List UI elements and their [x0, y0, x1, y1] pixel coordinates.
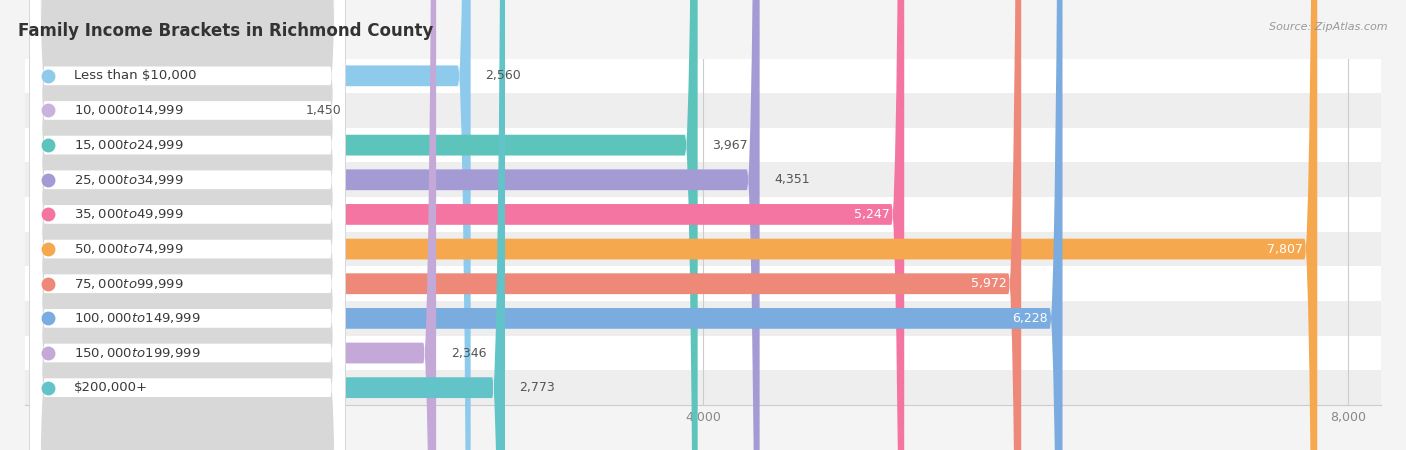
- FancyBboxPatch shape: [30, 0, 346, 450]
- Text: $15,000 to $24,999: $15,000 to $24,999: [73, 138, 183, 152]
- FancyBboxPatch shape: [30, 0, 346, 450]
- Text: 2,773: 2,773: [520, 381, 555, 394]
- FancyBboxPatch shape: [58, 0, 1317, 450]
- FancyBboxPatch shape: [30, 0, 344, 450]
- Text: 2,346: 2,346: [451, 346, 486, 360]
- Text: 2,560: 2,560: [485, 69, 520, 82]
- Bar: [25, 266, 1381, 301]
- FancyBboxPatch shape: [30, 0, 344, 450]
- Text: 5,972: 5,972: [972, 277, 1007, 290]
- FancyBboxPatch shape: [58, 0, 1063, 450]
- Text: 7,807: 7,807: [1267, 243, 1303, 256]
- Bar: [25, 301, 1381, 336]
- Text: Family Income Brackets in Richmond County: Family Income Brackets in Richmond Count…: [18, 22, 433, 40]
- FancyBboxPatch shape: [30, 0, 344, 450]
- FancyBboxPatch shape: [30, 0, 344, 450]
- FancyBboxPatch shape: [30, 0, 344, 450]
- FancyBboxPatch shape: [30, 0, 344, 450]
- FancyBboxPatch shape: [30, 0, 346, 450]
- Text: 4,351: 4,351: [775, 173, 810, 186]
- Bar: [25, 162, 1381, 197]
- FancyBboxPatch shape: [30, 0, 346, 450]
- FancyBboxPatch shape: [30, 0, 346, 450]
- Bar: [25, 232, 1381, 266]
- Text: $150,000 to $199,999: $150,000 to $199,999: [73, 346, 200, 360]
- FancyBboxPatch shape: [30, 0, 346, 450]
- Text: 3,967: 3,967: [713, 139, 748, 152]
- Bar: [25, 128, 1381, 162]
- FancyBboxPatch shape: [58, 0, 505, 450]
- FancyBboxPatch shape: [58, 0, 291, 450]
- FancyBboxPatch shape: [30, 0, 344, 450]
- Bar: [25, 58, 1381, 93]
- FancyBboxPatch shape: [58, 0, 904, 450]
- FancyBboxPatch shape: [30, 0, 344, 450]
- FancyBboxPatch shape: [58, 0, 759, 450]
- Text: $50,000 to $74,999: $50,000 to $74,999: [73, 242, 183, 256]
- FancyBboxPatch shape: [58, 0, 697, 450]
- FancyBboxPatch shape: [30, 0, 344, 450]
- Bar: [25, 93, 1381, 128]
- FancyBboxPatch shape: [58, 0, 471, 450]
- FancyBboxPatch shape: [30, 0, 344, 450]
- Text: $35,000 to $49,999: $35,000 to $49,999: [73, 207, 183, 221]
- Text: $10,000 to $14,999: $10,000 to $14,999: [73, 104, 183, 117]
- Text: Source: ZipAtlas.com: Source: ZipAtlas.com: [1270, 22, 1388, 32]
- Text: $200,000+: $200,000+: [73, 381, 148, 394]
- Text: $75,000 to $99,999: $75,000 to $99,999: [73, 277, 183, 291]
- Bar: [25, 370, 1381, 405]
- Text: Less than $10,000: Less than $10,000: [73, 69, 197, 82]
- Text: 6,228: 6,228: [1012, 312, 1047, 325]
- Bar: [25, 336, 1381, 370]
- Text: $100,000 to $149,999: $100,000 to $149,999: [73, 311, 200, 325]
- Text: $25,000 to $34,999: $25,000 to $34,999: [73, 173, 183, 187]
- FancyBboxPatch shape: [58, 0, 1021, 450]
- Bar: [25, 197, 1381, 232]
- FancyBboxPatch shape: [30, 0, 346, 450]
- FancyBboxPatch shape: [30, 0, 346, 450]
- Text: 1,450: 1,450: [307, 104, 342, 117]
- FancyBboxPatch shape: [30, 0, 346, 450]
- FancyBboxPatch shape: [30, 0, 346, 450]
- Text: 5,247: 5,247: [853, 208, 890, 221]
- FancyBboxPatch shape: [58, 0, 436, 450]
